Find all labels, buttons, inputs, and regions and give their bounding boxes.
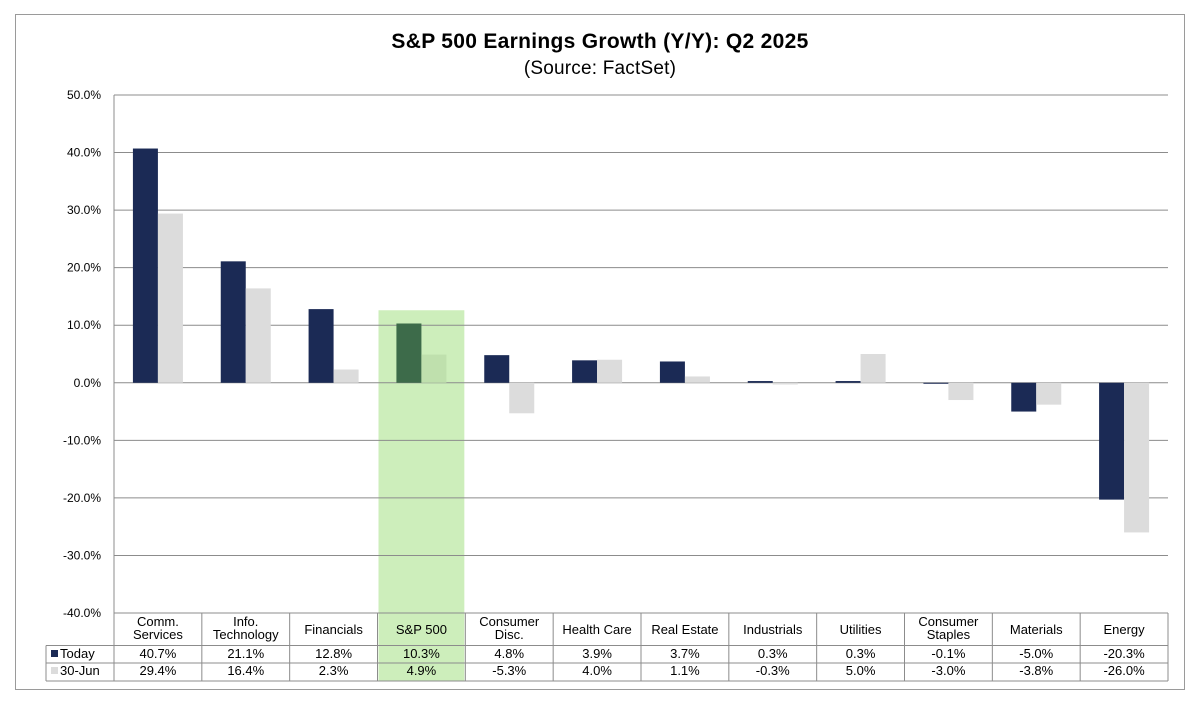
bar-today: [1099, 382, 1125, 500]
bar-30-jun: [860, 354, 886, 383]
legend-swatch-today: [51, 650, 58, 657]
bar-30-jun: [157, 213, 183, 383]
category-label: Industrials: [743, 622, 803, 637]
chart-title: S&P 500 Earnings Growth (Y/Y): Q2 2025: [391, 30, 809, 53]
data-label: 40.7%: [139, 646, 176, 661]
bar-30-jun: [597, 359, 623, 383]
bar-today: [835, 381, 861, 383]
bar-today: [747, 381, 773, 383]
category-label: Info.: [233, 614, 258, 629]
data-label: 4.0%: [582, 663, 612, 678]
data-label: 5.0%: [846, 663, 876, 678]
category-label: Services: [133, 627, 183, 642]
bar-30-jun: [421, 354, 447, 383]
y-tick-label: 0.0%: [74, 376, 102, 390]
chart-subtitle: (Source: FactSet): [523, 58, 677, 79]
data-label: -5.3%: [492, 663, 526, 678]
y-tick-label: 10.0%: [67, 318, 101, 332]
data-label: -3.0%: [931, 663, 965, 678]
legend-label: Today: [60, 646, 95, 661]
data-label: 12.8%: [315, 646, 352, 661]
category-label: Technology: [213, 627, 279, 642]
data-label: 0.3%: [846, 646, 876, 661]
category-label: Utilities: [840, 622, 882, 637]
data-label: -3.8%: [1019, 663, 1053, 678]
data-label: 1.1%: [670, 663, 700, 678]
data-label: 16.4%: [227, 663, 264, 678]
y-tick-label: -40.0%: [63, 606, 101, 620]
y-tick-label: 20.0%: [67, 261, 101, 275]
y-tick-label: -10.0%: [63, 433, 101, 447]
data-label: 4.8%: [494, 646, 524, 661]
bar-today: [1011, 382, 1037, 412]
y-tick-label: 50.0%: [67, 88, 101, 102]
data-label: 29.4%: [139, 663, 176, 678]
bar-today: [396, 323, 422, 383]
bar-today: [572, 360, 598, 383]
category-label: Consumer: [918, 614, 979, 629]
data-label: 2.3%: [319, 663, 349, 678]
bar-30-jun: [948, 382, 974, 401]
data-label: 0.3%: [758, 646, 788, 661]
data-label: 10.3%: [403, 646, 440, 661]
category-label: Health Care: [562, 622, 631, 637]
chart-frame: [15, 14, 1185, 690]
bar-30-jun: [333, 369, 359, 383]
data-label: -26.0%: [1103, 663, 1145, 678]
category-label: Materials: [1010, 622, 1063, 637]
y-tick-label: -30.0%: [63, 548, 101, 562]
y-tick-label: 40.0%: [67, 146, 101, 160]
bar-today: [923, 382, 949, 384]
bar-30-jun: [245, 288, 271, 383]
category-label: Financials: [304, 622, 363, 637]
bar-30-jun: [1124, 382, 1150, 533]
category-label: Staples: [927, 627, 971, 642]
data-label: -0.1%: [931, 646, 965, 661]
category-label: Disc.: [495, 627, 524, 642]
data-label: 21.1%: [227, 646, 264, 661]
category-label: Consumer: [479, 614, 540, 629]
bar-today: [484, 355, 510, 383]
category-label: Real Estate: [651, 622, 718, 637]
data-label: 4.9%: [407, 663, 437, 678]
data-label: -5.0%: [1019, 646, 1053, 661]
data-label: -20.3%: [1103, 646, 1145, 661]
y-tick-label: 30.0%: [67, 203, 101, 217]
bar-today: [220, 261, 246, 383]
category-label: S&P 500: [396, 622, 447, 637]
bar-today: [659, 361, 685, 383]
data-label: 3.7%: [670, 646, 700, 661]
legend-swatch-30-jun: [51, 667, 58, 674]
category-label: Energy: [1103, 622, 1145, 637]
bar-today: [132, 148, 158, 383]
category-label: Comm.: [137, 614, 179, 629]
legend-label: 30-Jun: [60, 663, 100, 678]
data-label: 3.9%: [582, 646, 612, 661]
bar-30-jun: [684, 376, 710, 383]
y-tick-label: -20.0%: [63, 491, 101, 505]
bar-30-jun: [772, 382, 798, 385]
data-label: -0.3%: [756, 663, 790, 678]
bar-30-jun: [509, 382, 535, 414]
bar-today: [308, 309, 334, 383]
bar-30-jun: [1036, 382, 1062, 405]
